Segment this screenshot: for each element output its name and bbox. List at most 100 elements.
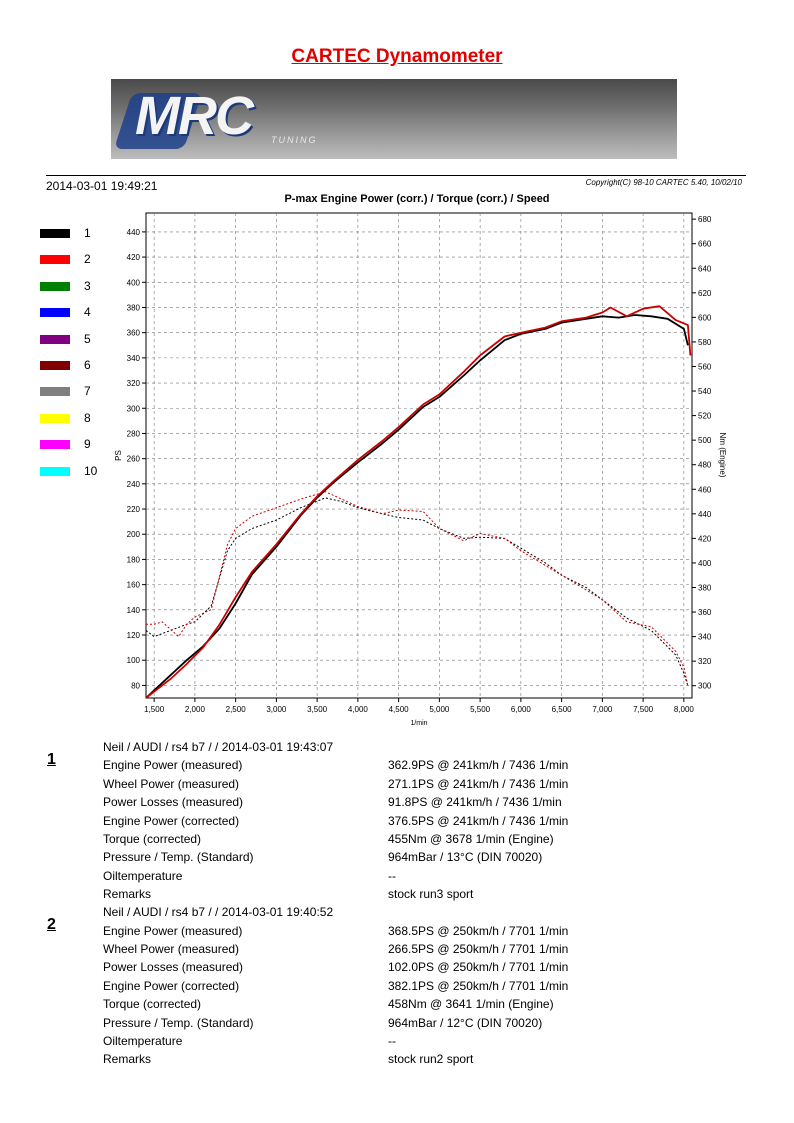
y-tick-label: 180 [127,555,141,564]
y2-tick-label: 660 [698,240,712,249]
result-number: 2 [47,916,56,934]
y-tick-label: 160 [127,581,141,590]
result-value: stock run3 sport [388,887,474,902]
legend-label: 5 [84,331,91,346]
page-title: CARTEC Dynamometer [291,46,503,67]
y-tick-label: 140 [127,606,141,615]
result-label: Wheel Power (measured) [103,942,240,956]
result-label: Torque (corrected) [103,832,202,846]
y2-tick-label: 520 [698,412,712,421]
plot-frame [145,212,693,699]
y2-tick-label: 580 [698,338,712,347]
y-tick-label: 80 [131,681,140,690]
legend-swatch [40,255,70,265]
x-tick-label: 2,000 [185,705,206,714]
y2-tick-label: 500 [698,436,712,445]
x-tick-label: 3,000 [266,705,287,714]
y2-tick-label: 460 [698,485,712,494]
y2-tick-label: 480 [698,461,712,470]
result-value: 271.1PS @ 241km/h / 7436 1/min [388,776,569,791]
result-value: 458Nm @ 3641 1/min (Engine) [388,997,554,1012]
y2-tick-label: 420 [698,534,712,543]
result-label: Pressure / Temp. (Standard) [103,850,254,865]
x-tick-label: 6,500 [552,705,573,714]
result-value: stock run2 sport [388,1052,474,1067]
x-tick-label: 4,000 [348,705,369,714]
result-label: Engine Power (corrected) [103,978,240,993]
y-tick-label: 360 [127,329,141,338]
result-value: 368.5PS @ 250km/h / 7701 1/min [388,923,569,938]
y-tick-label: 300 [127,404,141,413]
y2-tick-label: 560 [698,362,712,371]
chart-title: P-max Engine Power (corr.) / Torque (cor… [284,193,550,205]
series-torque-line-2 [146,491,689,686]
x-tick-label: 7,000 [592,705,613,714]
result-value: 362.9PS @ 241km/h / 7436 1/min [388,758,569,773]
y2-tick-label: 540 [698,387,712,396]
legend-label: 2 [84,252,91,267]
y-tick-label: 280 [127,429,141,438]
copyright-text: Copyright(C) 98-10 CARTEC 5.40, 10/02/10 [585,178,742,187]
result-label: Engine Power (corrected) [103,813,240,828]
y2-tick-label: 680 [698,215,712,224]
result-label: Engine Power (measured) [103,923,243,938]
result-value: 964mBar / 12°C (DIN 70020) [388,1015,543,1030]
y2-tick-label: 300 [698,682,712,691]
y2-tick-label: 320 [698,657,712,666]
legend-swatch [40,334,70,344]
y2-tick-label: 400 [698,559,712,568]
legend-swatch [40,466,70,476]
y2-tick-label: 640 [698,264,712,273]
x-tick-label: 8,000 [674,705,695,714]
result-label: Wheel Power (measured) [103,776,240,791]
y-tick-label: 200 [127,530,141,539]
result-label: Power Losses (measured) [103,795,244,810]
legend-label: 7 [84,384,91,399]
y-tick-label: 440 [127,228,141,237]
legend-label: 9 [84,437,91,452]
y2-axis-label: Nm (Engine) [718,433,727,478]
legend-label: 4 [84,305,91,320]
result-label: Oiltemperature [103,1034,183,1048]
legend-swatch [40,361,70,370]
result-label: Remarks [103,887,152,902]
x-tick-label: 7,500 [633,705,654,714]
legend-label: 3 [84,278,91,293]
y-axis-label: PS [114,450,123,461]
x-tick-label: 6,000 [511,705,532,714]
series-power-line-2 [145,305,692,699]
y2-tick-label: 360 [698,608,712,617]
result-header: Neil / AUDI / rs4 b7 / / 2014-03-01 19:4… [103,905,334,920]
brand-logo: MRC [135,86,254,146]
result-value: 102.0PS @ 250km/h / 7701 1/min [388,960,569,975]
result-value: 91.8PS @ 241km/h / 7436 1/min [388,795,562,810]
y-tick-label: 420 [127,253,141,262]
legend-label: 10 [84,463,98,478]
y-tick-label: 340 [127,354,141,363]
legend-swatch [40,281,70,291]
y-tick-label: 260 [127,455,141,464]
x-tick-label: 2,500 [226,705,247,714]
y2-tick-label: 620 [698,289,712,298]
x-tick-label: 4,500 [389,705,410,714]
legend-swatch [40,387,70,397]
result-value: -- [388,1034,396,1048]
y2-tick-label: 340 [698,633,712,642]
legend-swatch [40,229,70,238]
y-tick-label: 320 [127,379,141,388]
result-header: Neil / AUDI / rs4 b7 / / 2014-03-01 19:4… [103,740,334,754]
x-axis-label: 1/min [410,720,427,727]
result-label: Torque (corrected) [103,997,202,1012]
result-value: 964mBar / 13°C (DIN 70020) [388,850,543,865]
y2-tick-label: 440 [698,510,712,519]
x-tick-label: 5,000 [429,705,450,714]
result-label: Pressure / Temp. (Standard) [103,1015,254,1030]
legend-swatch [40,308,70,318]
result-value: 382.1PS @ 250km/h / 7701 1/min [388,978,569,993]
legend-swatch [40,440,70,450]
brand-logo-subtitle: TUNING [271,135,318,145]
y-tick-label: 240 [127,480,141,489]
y-tick-label: 100 [127,656,141,665]
report-datetime: 2014-03-01 19:49:21 [46,179,158,193]
